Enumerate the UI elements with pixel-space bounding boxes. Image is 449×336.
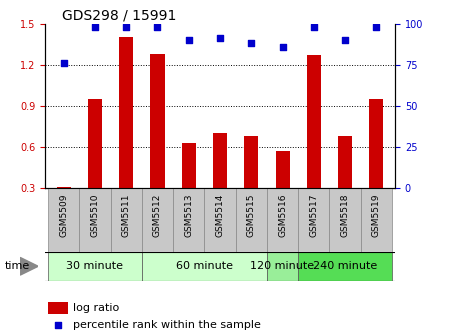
Text: GSM5514: GSM5514	[216, 193, 224, 237]
Text: time: time	[4, 261, 30, 271]
Text: GSM5510: GSM5510	[90, 193, 99, 237]
Bar	[276, 151, 290, 188]
Bar	[213, 133, 227, 188]
Point	[91, 24, 98, 30]
Point	[154, 24, 161, 30]
Bar	[173, 188, 204, 252]
Text: GSM5512: GSM5512	[153, 193, 162, 237]
Bar	[119, 37, 133, 188]
Bar	[48, 252, 142, 281]
Text: GSM5511: GSM5511	[122, 193, 131, 237]
Bar	[79, 188, 110, 252]
Text: log ratio: log ratio	[73, 303, 119, 313]
Bar	[57, 187, 70, 188]
Text: GSM5509: GSM5509	[59, 193, 68, 237]
Text: 120 minute: 120 minute	[251, 261, 315, 271]
Point	[248, 41, 255, 46]
Point	[54, 323, 62, 328]
Text: GSM5513: GSM5513	[184, 193, 193, 237]
Bar	[48, 188, 79, 252]
Text: GSM5516: GSM5516	[278, 193, 287, 237]
Text: GSM5519: GSM5519	[372, 193, 381, 237]
Bar	[298, 252, 392, 281]
Point	[123, 24, 130, 30]
Point	[216, 36, 224, 41]
Bar	[267, 252, 298, 281]
Bar	[307, 55, 321, 188]
Bar	[48, 302, 68, 314]
Text: GSM5518: GSM5518	[341, 193, 350, 237]
Text: GDS298 / 15991: GDS298 / 15991	[62, 8, 177, 23]
Bar	[338, 136, 352, 188]
Polygon shape	[20, 257, 38, 275]
Bar	[361, 188, 392, 252]
Point	[373, 24, 380, 30]
Point	[60, 60, 67, 66]
Bar	[236, 188, 267, 252]
Text: 240 minute: 240 minute	[313, 261, 377, 271]
Bar	[142, 188, 173, 252]
Bar	[182, 143, 196, 188]
Bar	[267, 188, 298, 252]
Point	[279, 44, 286, 49]
Bar	[88, 99, 102, 188]
Text: GSM5515: GSM5515	[247, 193, 256, 237]
Point	[342, 37, 349, 43]
Text: 30 minute: 30 minute	[66, 261, 123, 271]
Text: percentile rank within the sample: percentile rank within the sample	[73, 320, 261, 330]
Text: GSM5517: GSM5517	[309, 193, 318, 237]
Bar	[142, 252, 267, 281]
Bar	[150, 54, 164, 188]
Bar	[204, 188, 236, 252]
Bar	[110, 188, 142, 252]
Bar	[298, 188, 330, 252]
Text: 60 minute: 60 minute	[176, 261, 233, 271]
Bar	[370, 99, 383, 188]
Point	[185, 37, 192, 43]
Bar	[244, 136, 258, 188]
Point	[310, 24, 317, 30]
Bar	[330, 188, 361, 252]
